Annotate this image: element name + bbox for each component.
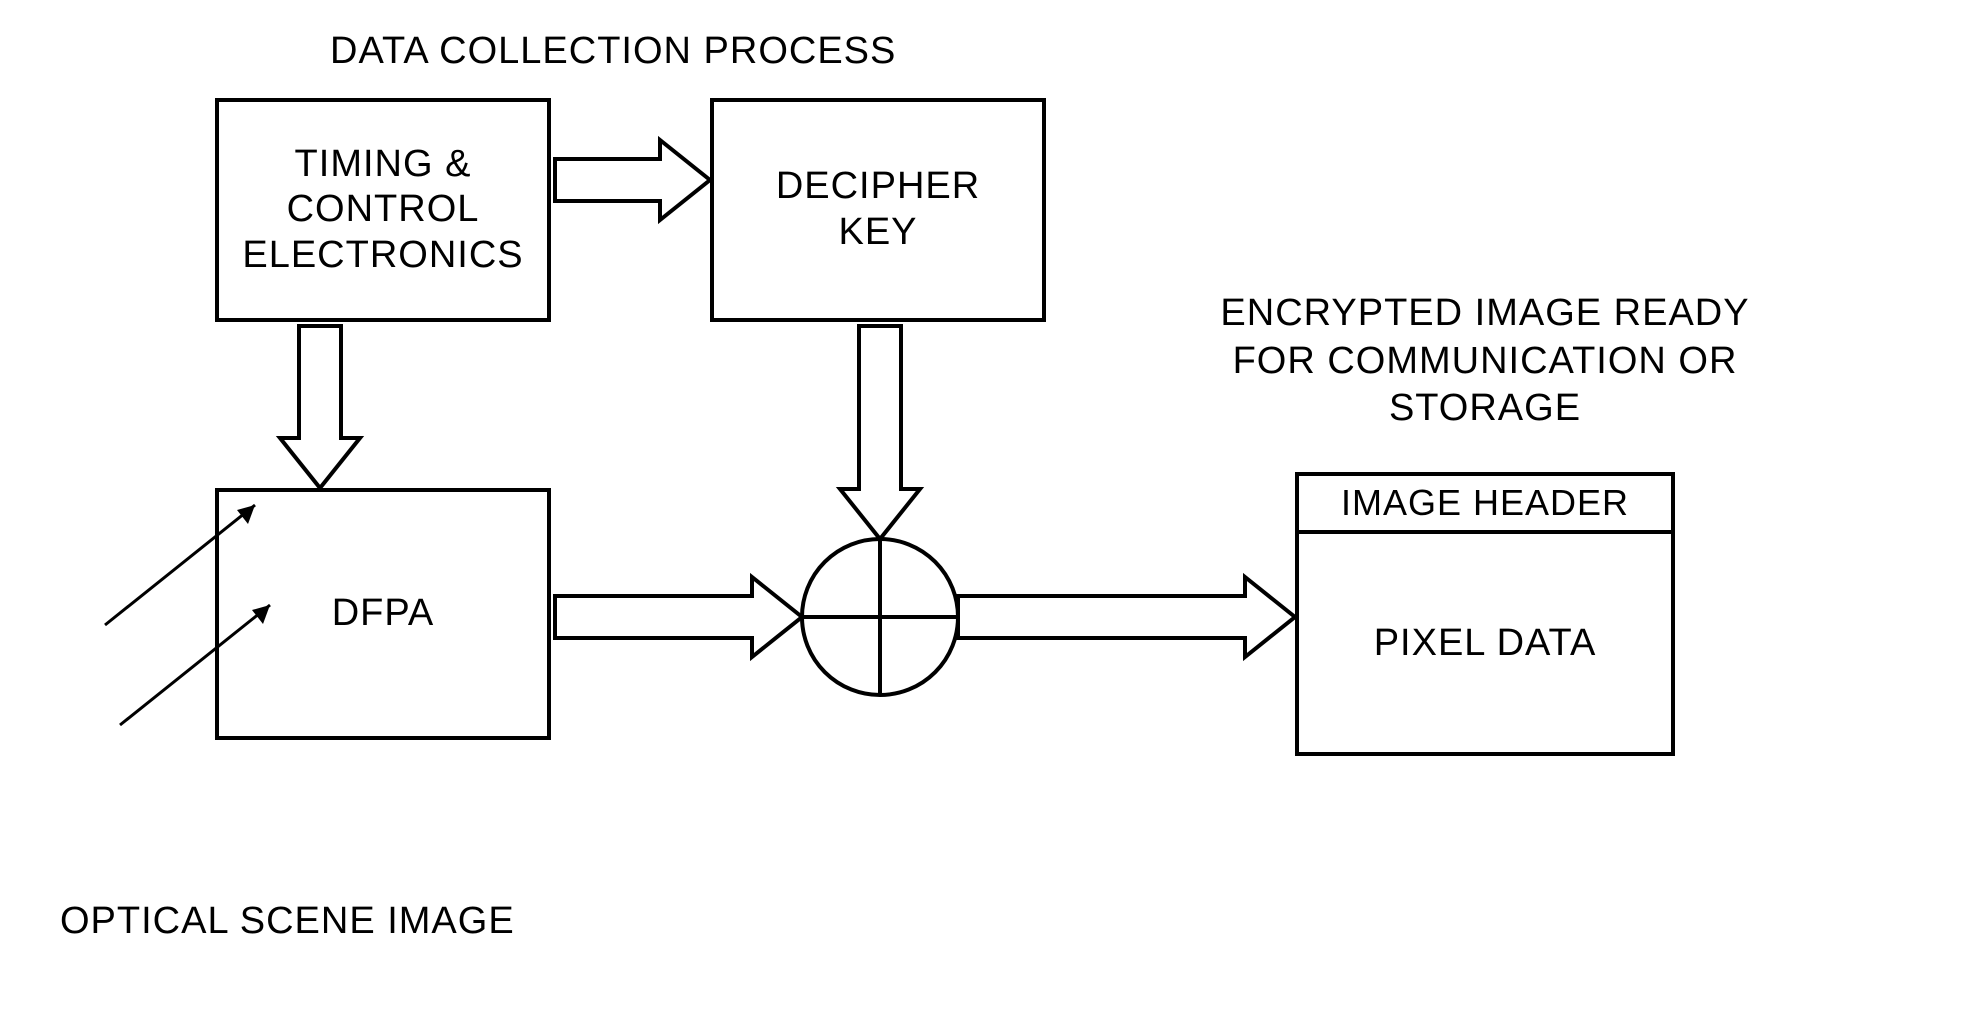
arrow-optical-1: [105, 505, 255, 625]
arrows-layer: [0, 0, 1977, 1032]
arrow-sum-to-output: [958, 577, 1295, 657]
arrow-timing-to-dfpa: [280, 326, 360, 488]
arrow-timing-to-decipher: [555, 140, 710, 220]
arrow-dfpa-to-sum: [555, 577, 802, 657]
arrow-decipher-to-sum: [840, 326, 920, 539]
node-sum: [802, 539, 958, 695]
data-collection-diagram: DATA COLLECTION PROCESS TIMING & CONTROL…: [0, 0, 1977, 1032]
arrow-optical-2: [120, 605, 270, 725]
